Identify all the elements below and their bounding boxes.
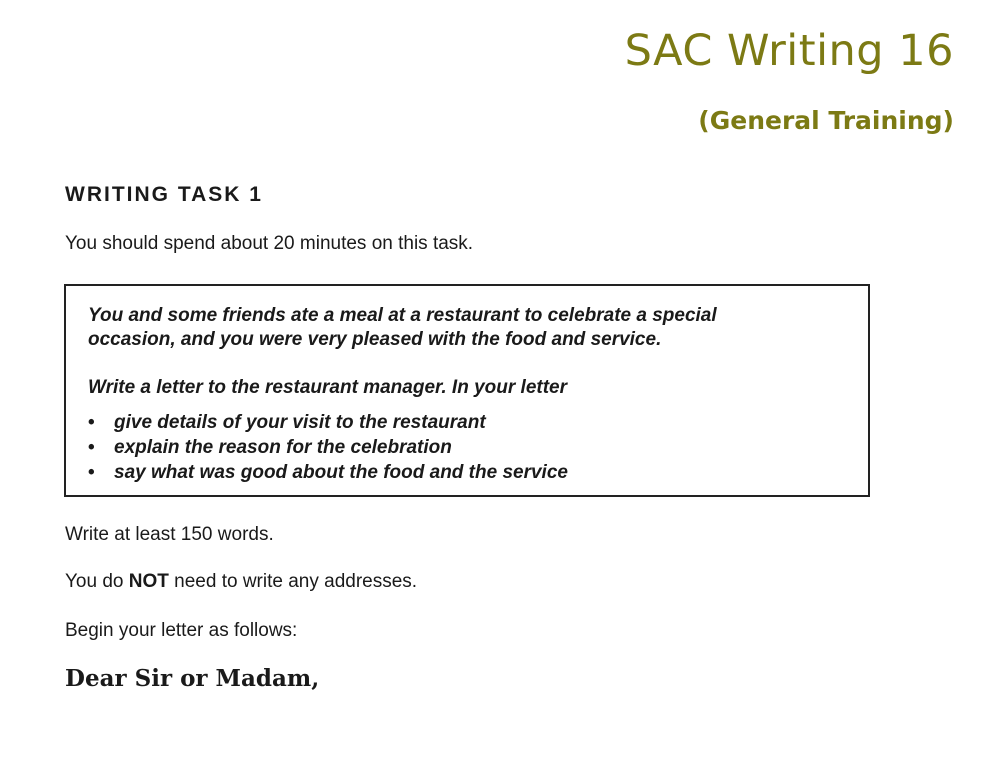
task-heading: WRITING TASK 1 xyxy=(65,183,263,206)
bullet-icon: • xyxy=(88,462,95,483)
addresses-emphasis: NOT xyxy=(128,571,169,592)
time-instruction: You should spend about 20 minutes on thi… xyxy=(65,233,474,254)
bullet-text: give details of your visit to the restau… xyxy=(114,412,486,433)
bullet-list: • give details of your visit to the resta… xyxy=(88,410,568,485)
list-item: • give details of your visit to the resta… xyxy=(88,410,568,435)
bullet-icon: • xyxy=(88,412,95,433)
addresses-instruction: You do NOT need to write any addresses. xyxy=(65,571,417,593)
page-title: SAC Writing 16 xyxy=(624,26,954,76)
word-count-instruction: Write at least 150 words. xyxy=(65,524,274,545)
letter-intro: Write a letter to the restaurant manager… xyxy=(88,377,567,398)
bullet-icon: • xyxy=(88,437,95,458)
list-item: • explain the reason for the celebration xyxy=(88,435,568,460)
bullet-text: say what was good about the food and the… xyxy=(114,462,568,483)
task-prompt-box: You and some friends ate a meal at a res… xyxy=(64,284,870,497)
page-subtitle: (General Training) xyxy=(698,106,954,135)
salutation: Dear Sir or Madam, xyxy=(65,665,320,692)
prompt-line-1: You and some friends ate a meal at a res… xyxy=(88,305,717,326)
addresses-suffix: need to write any addresses. xyxy=(168,571,418,592)
begin-instruction: Begin your letter as follows: xyxy=(65,620,298,641)
prompt-line-2: occasion, and you were very pleased with… xyxy=(88,329,662,350)
list-item: • say what was good about the food and th… xyxy=(88,460,568,485)
addresses-prefix: You do xyxy=(65,571,129,592)
bullet-text: explain the reason for the celebration xyxy=(114,437,452,458)
